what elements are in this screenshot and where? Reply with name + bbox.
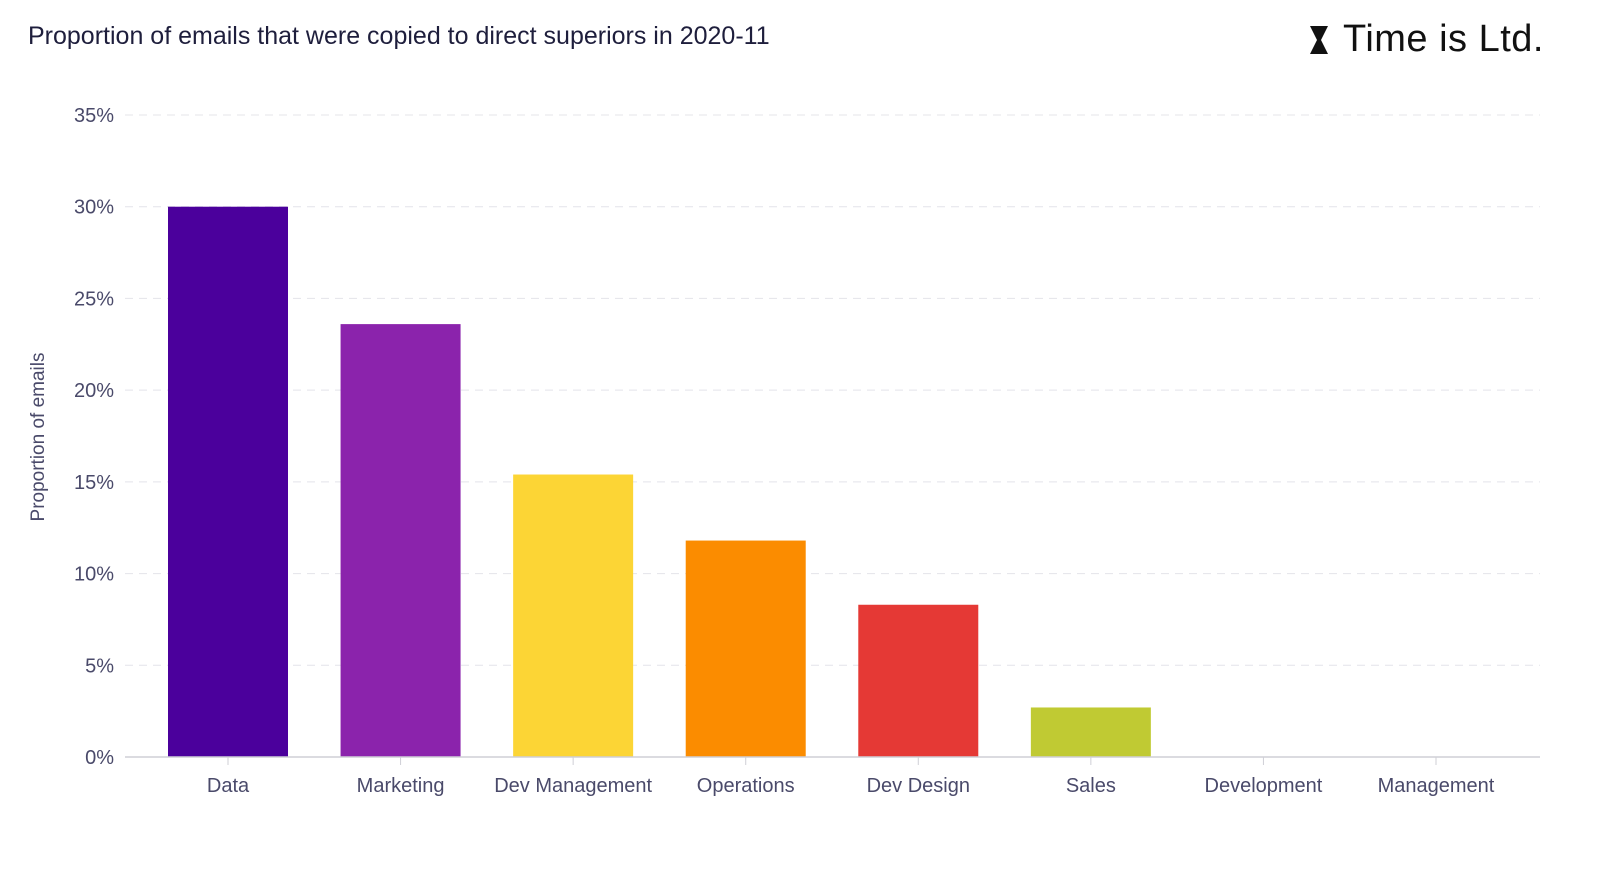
- y-axis-ticks: 0% 5% 10% 15% 20% 25% 30% 35%: [74, 105, 114, 769]
- y-tick-label: 10%: [74, 564, 114, 586]
- x-tick-label: Development: [1205, 775, 1323, 797]
- chart-title: Proportion of emails that were copied to…: [28, 22, 770, 50]
- y-tick-label: 15%: [74, 472, 114, 494]
- bar-marketing: [340, 324, 461, 757]
- bar-data: [168, 206, 288, 757]
- bar-operations: [685, 540, 806, 757]
- bar-dev-management: [513, 474, 634, 757]
- grid-lines: [125, 114, 1540, 666]
- hourglass-icon: [1310, 25, 1329, 54]
- x-tick-label: Operations: [697, 775, 795, 797]
- y-tick-label: 5%: [85, 655, 114, 677]
- y-tick-label: 30%: [74, 197, 114, 219]
- x-tick-label: Dev Management: [494, 775, 652, 797]
- y-tick-label: 35%: [74, 105, 114, 127]
- bar-sales: [1030, 707, 1151, 757]
- brand-name: Time is Ltd.: [1343, 18, 1544, 60]
- x-tick-label: Dev Design: [867, 775, 970, 797]
- brand-logo: Time is Ltd.: [1309, 18, 1544, 61]
- x-tick-label: Data: [207, 775, 250, 797]
- x-tick-label: Marketing: [357, 775, 445, 797]
- y-tick-label: 25%: [74, 288, 114, 310]
- y-axis-label: Proportion of emails: [28, 353, 49, 522]
- y-tick-label: 20%: [74, 380, 114, 402]
- bars: [168, 206, 1151, 757]
- x-tick-label: Sales: [1066, 775, 1116, 797]
- x-tick-label: Management: [1378, 775, 1495, 797]
- x-axis-ticks: Data Marketing Dev Management Operations Dev…: [207, 757, 1495, 797]
- bar-dev-design: [858, 604, 979, 757]
- y-tick-label: 0%: [85, 747, 114, 769]
